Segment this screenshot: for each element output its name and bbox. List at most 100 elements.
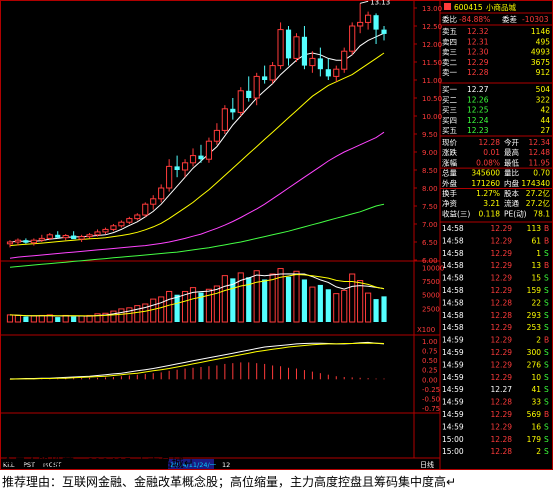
buy-price: 12.26 (467, 95, 489, 104)
tick-price: 12.29 (491, 323, 513, 332)
volume-bar-down (55, 317, 61, 322)
buy-volume: 27 (540, 126, 550, 135)
volume-bar-up (213, 285, 220, 323)
tick-direction: B (544, 261, 549, 270)
stat-label: 最低 (504, 157, 519, 167)
price-tick-label: 7.00 (422, 221, 438, 229)
volume-tick-label: 7500 (422, 278, 440, 286)
candle-body-up (269, 65, 276, 81)
caption-line-1: 今日个股推荐：600415 小商品城↵ (2, 456, 194, 470)
buy-price: 12.24 (467, 116, 489, 125)
tick-time: 15:00 (442, 447, 464, 456)
sell-label: 卖二 (442, 58, 457, 67)
volume-bar-up (6, 314, 14, 323)
tick-price: 12.29 (491, 336, 513, 345)
volume-bar-up (134, 305, 141, 323)
candle-body-up (62, 235, 69, 239)
sell-label: 卖三 (442, 48, 457, 57)
sell-volume: 1146 (531, 27, 550, 36)
tick-direction: B (544, 410, 549, 419)
candle-body-down (55, 234, 61, 238)
stat-value: 12.28 (479, 138, 501, 147)
candle-body-up (46, 234, 53, 239)
indicator-line-b (9, 342, 385, 380)
tick-time: 14:59 (442, 360, 464, 369)
tick-time: 14:59 (442, 336, 464, 345)
sell-volume: 3675 (531, 58, 550, 67)
tick-price: 12.29 (491, 249, 513, 258)
candle-body-down (262, 76, 268, 80)
volume-bar-up (30, 315, 37, 323)
stat-value: 0.08% (476, 158, 500, 167)
tick-direction: S (544, 286, 549, 295)
stat-value: 11.95 (529, 158, 551, 167)
stat-label: 股本 (504, 188, 519, 198)
tick-volume: 33 (531, 398, 541, 407)
tick-time: 15:00 (442, 435, 464, 444)
tick-volume: 16 (531, 422, 541, 431)
tick-volume: 1 (536, 249, 541, 258)
stat-value: 12.48 (529, 148, 551, 157)
candle-body-up (38, 237, 45, 241)
volume-bar-down (262, 279, 268, 322)
volume-bar-up (14, 314, 22, 323)
candle-body-up (142, 203, 149, 216)
volume-bar-up (237, 272, 244, 323)
buy-price: 12.23 (467, 126, 489, 135)
price-tick-label: 12.00 (422, 41, 442, 49)
tick-price: 12.29 (491, 224, 513, 233)
price-tick-label: 7.50 (422, 203, 438, 211)
period-label: 日线 (420, 460, 434, 469)
price-tick-label: 6.50 (422, 239, 438, 247)
tick-direction: S (544, 447, 549, 456)
candle-body-down (198, 155, 204, 160)
sell-price: 12.30 (467, 48, 489, 57)
stat-value: 0.01 (483, 148, 500, 157)
volume-tick-label: 10000 (422, 264, 444, 272)
candle-body-up (341, 50, 348, 70)
candle-body-up (349, 25, 356, 52)
candle-body-up (205, 140, 213, 160)
volume-bar-down (198, 292, 204, 322)
candle-body-up (181, 162, 189, 171)
tick-time: 14:58 (442, 249, 464, 258)
candle-body-up (118, 221, 125, 227)
tick-time: 14:58 (442, 261, 464, 270)
tick-direction: S (544, 298, 549, 307)
tick-volume: 159 (527, 286, 542, 295)
tick-volume: 276 (527, 360, 542, 369)
tick-volume: 293 (527, 311, 542, 320)
volume-bar-up (46, 314, 53, 323)
tick-price: 12.29 (491, 373, 513, 382)
volume-bar-up (110, 310, 117, 323)
sell-volume: 4993 (531, 48, 550, 57)
ma20-line (9, 131, 385, 259)
tick-direction: S (544, 360, 549, 369)
volume-bar-up (62, 314, 69, 323)
buy-label: 买二 (442, 95, 457, 104)
tick-time: 14:58 (442, 286, 464, 295)
date-label-bg (168, 459, 214, 469)
volume-bar-down (230, 278, 236, 322)
indicator-tick-label: -0.25 (422, 386, 440, 394)
tick-direction: S (544, 348, 549, 357)
buy-label: 买五 (442, 126, 457, 135)
weibi-value: -84.88% (459, 15, 490, 24)
volume-bar-up (341, 289, 348, 323)
weibi-label: 委比 (442, 14, 457, 24)
stat-value: 3.21 (483, 199, 500, 208)
tick-direction: S (544, 435, 549, 444)
indicator-tick-label: 0.50 (422, 357, 438, 365)
tick-direction: S (544, 311, 549, 320)
volume-bar-up (221, 275, 228, 323)
candle-body-up (14, 239, 22, 243)
candle-body-down (301, 36, 308, 66)
tick-time: 14:58 (442, 274, 464, 283)
tick-volume: 10 (531, 373, 541, 382)
candle-body-up (253, 75, 260, 99)
bottom-tab: MCST (43, 461, 61, 469)
indicator-tick-label: 0.25 (422, 367, 438, 375)
tick-time: 14:58 (442, 236, 464, 245)
tick-price: 12.28 (491, 311, 513, 320)
tick-direction: B (544, 224, 549, 233)
